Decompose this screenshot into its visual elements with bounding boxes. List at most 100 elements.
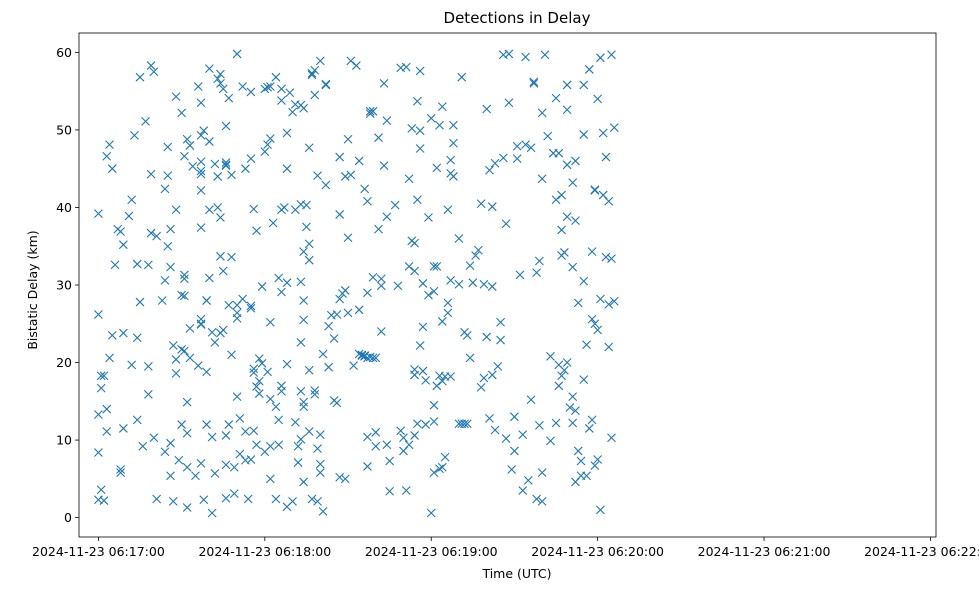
data-point xyxy=(426,113,436,123)
data-point xyxy=(357,350,367,360)
data-point xyxy=(504,49,514,59)
data-point xyxy=(557,371,566,381)
data-point xyxy=(285,88,295,98)
data-point xyxy=(571,406,580,416)
data-point xyxy=(412,96,422,106)
data-point xyxy=(582,471,591,481)
data-point xyxy=(535,420,544,430)
data-point xyxy=(182,134,192,144)
data-point xyxy=(105,353,114,363)
data-point xyxy=(191,471,200,481)
data-point xyxy=(235,413,245,423)
data-point xyxy=(96,485,106,495)
data-point xyxy=(363,288,372,298)
data-point xyxy=(590,319,600,329)
data-point xyxy=(265,441,275,451)
data-point xyxy=(410,238,419,248)
data-point xyxy=(415,144,425,153)
data-point xyxy=(321,180,331,190)
data-point xyxy=(204,205,214,215)
data-point xyxy=(288,496,297,506)
data-point xyxy=(471,251,480,260)
data-point xyxy=(304,239,314,249)
data-point xyxy=(132,415,142,425)
data-point xyxy=(177,344,187,354)
data-point xyxy=(299,397,309,407)
data-point xyxy=(166,224,175,234)
data-point xyxy=(313,171,322,181)
data-point xyxy=(554,148,564,158)
data-point xyxy=(118,240,128,250)
data-point xyxy=(584,65,594,74)
data-point xyxy=(537,468,547,478)
data-point xyxy=(607,433,616,443)
x-tick-label: 2024-11-23 06:17:00 xyxy=(32,544,165,559)
data-point xyxy=(146,61,156,70)
data-point xyxy=(435,120,444,130)
data-point xyxy=(116,227,125,236)
data-point xyxy=(476,199,486,208)
data-point xyxy=(299,477,309,487)
data-point xyxy=(432,381,442,391)
data-point xyxy=(307,70,317,80)
data-point xyxy=(146,169,156,179)
data-point xyxy=(138,441,148,451)
data-point xyxy=(371,441,381,451)
data-point xyxy=(218,325,228,335)
data-point xyxy=(462,419,472,429)
data-point xyxy=(252,440,261,450)
data-point xyxy=(457,72,467,82)
data-point xyxy=(307,494,317,504)
data-point xyxy=(526,143,536,153)
data-point xyxy=(485,165,494,175)
data-point xyxy=(182,462,192,472)
data-point xyxy=(163,241,173,251)
data-point xyxy=(582,340,591,350)
data-point xyxy=(609,123,619,132)
data-point xyxy=(568,392,578,402)
data-point xyxy=(418,322,428,332)
data-point xyxy=(410,370,419,380)
data-point xyxy=(454,234,464,243)
x-tick-label: 2024-11-23 06:18:00 xyxy=(198,544,331,559)
data-point xyxy=(521,52,530,62)
data-point xyxy=(607,50,616,60)
data-point xyxy=(449,138,458,148)
data-point xyxy=(318,349,328,359)
data-point xyxy=(252,382,261,391)
data-point xyxy=(587,247,597,257)
y-tick-label: 0 xyxy=(64,510,72,525)
data-point xyxy=(171,369,181,378)
data-point xyxy=(299,103,309,113)
data-point xyxy=(188,161,198,171)
data-point xyxy=(263,367,272,377)
data-point xyxy=(182,428,192,438)
data-point xyxy=(171,355,181,364)
data-point xyxy=(143,260,153,270)
data-point xyxy=(180,291,189,301)
data-point xyxy=(593,455,603,464)
y-tick-label: 40 xyxy=(56,200,72,215)
data-point xyxy=(559,365,569,375)
data-point xyxy=(596,505,605,515)
data-point xyxy=(349,361,358,371)
data-point xyxy=(180,270,189,280)
data-point xyxy=(296,277,306,287)
data-point xyxy=(376,327,386,336)
data-point xyxy=(260,84,270,94)
data-point xyxy=(429,468,439,478)
plot-area xyxy=(78,32,937,538)
data-point xyxy=(293,441,303,451)
data-point xyxy=(376,281,386,291)
data-point xyxy=(426,508,436,518)
data-point xyxy=(579,80,589,90)
data-point xyxy=(568,418,578,428)
data-point xyxy=(99,371,109,381)
data-point xyxy=(415,66,425,76)
data-point xyxy=(241,427,250,436)
data-point xyxy=(157,296,167,305)
data-point xyxy=(182,503,192,512)
data-point xyxy=(573,446,583,456)
data-point xyxy=(96,371,106,381)
